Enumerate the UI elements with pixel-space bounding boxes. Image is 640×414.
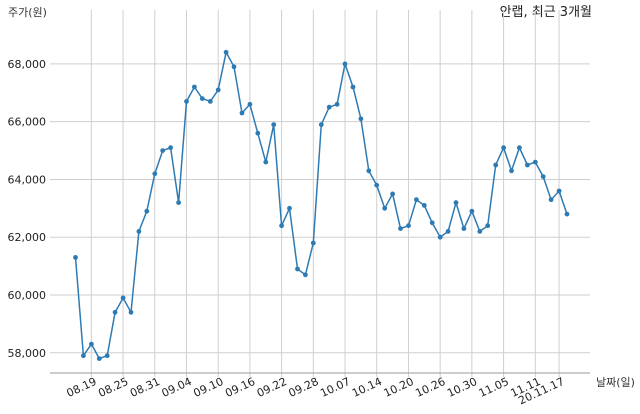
data-point bbox=[96, 356, 102, 361]
data-point bbox=[81, 353, 86, 359]
data-point bbox=[128, 309, 134, 315]
data-point bbox=[239, 110, 245, 116]
y-tick-label: 68,000 bbox=[8, 58, 47, 71]
data-point bbox=[485, 223, 491, 229]
data-point bbox=[104, 353, 110, 359]
x-tick-label: 11.05 bbox=[477, 375, 511, 400]
x-tick-label: 09.22 bbox=[255, 375, 289, 400]
y-tick-label: 58,000 bbox=[8, 347, 47, 360]
data-point bbox=[247, 101, 253, 107]
data-point bbox=[358, 116, 364, 122]
data-point bbox=[199, 96, 205, 101]
data-point bbox=[564, 211, 570, 217]
data-point bbox=[231, 64, 237, 70]
data-point bbox=[310, 240, 316, 246]
data-point bbox=[540, 174, 546, 180]
data-point bbox=[342, 61, 348, 67]
data-point bbox=[303, 272, 308, 278]
data-point bbox=[366, 168, 372, 174]
data-point bbox=[215, 87, 221, 93]
data-point bbox=[287, 205, 292, 211]
data-point bbox=[160, 148, 166, 154]
data-point bbox=[334, 101, 340, 107]
data-point bbox=[120, 295, 126, 301]
data-point bbox=[532, 159, 538, 165]
x-tick-label: 09.04 bbox=[160, 375, 194, 400]
data-point bbox=[176, 200, 182, 206]
data-point bbox=[168, 145, 174, 151]
data-point bbox=[207, 99, 213, 104]
x-tick-label: 09.16 bbox=[223, 375, 257, 400]
horizontal-gridlines bbox=[50, 63, 590, 354]
data-point bbox=[295, 266, 300, 272]
data-point bbox=[453, 200, 459, 206]
data-point bbox=[184, 99, 189, 104]
x-tick-label: 10.20 bbox=[382, 375, 416, 400]
data-point bbox=[477, 229, 483, 234]
y-tick-label: 66,000 bbox=[8, 116, 47, 129]
data-point bbox=[152, 171, 158, 177]
y-tick-label: 60,000 bbox=[8, 289, 47, 302]
y-tick-labels: 58,000 60,000 62,000 64,000 66,000 68,000 bbox=[8, 58, 47, 360]
data-point bbox=[461, 226, 467, 232]
x-tick-label: 10.30 bbox=[445, 375, 479, 400]
y-tick-label: 64,000 bbox=[8, 173, 47, 186]
x-tick-label: 20.11.17 bbox=[516, 375, 566, 407]
x-tick-label: 10.26 bbox=[413, 375, 447, 400]
data-point bbox=[445, 229, 451, 234]
data-point bbox=[89, 341, 94, 347]
data-point bbox=[390, 191, 395, 197]
x-tick-label: 09.28 bbox=[287, 375, 321, 400]
data-point bbox=[517, 145, 522, 151]
x-tick-label: 09.10 bbox=[191, 375, 225, 400]
price-series-line bbox=[74, 50, 568, 360]
data-point bbox=[429, 220, 435, 226]
data-point bbox=[493, 162, 499, 168]
x-tick-label: 10.07 bbox=[318, 375, 352, 400]
data-point bbox=[501, 145, 506, 151]
data-point bbox=[374, 182, 380, 188]
x-tick-labels: 08.1908.2508.3109.0409.1009.1609.2209.28… bbox=[65, 375, 567, 407]
data-point bbox=[350, 84, 356, 90]
data-point bbox=[223, 49, 229, 55]
x-tick-label: 08.19 bbox=[65, 375, 99, 400]
data-point bbox=[318, 122, 324, 127]
data-point bbox=[263, 159, 269, 165]
x-tick-label: 10.14 bbox=[350, 375, 384, 400]
price-series-points bbox=[73, 49, 570, 361]
vertical-gridlines bbox=[90, 10, 560, 377]
data-point bbox=[548, 197, 554, 203]
data-point bbox=[382, 205, 388, 211]
data-point bbox=[144, 208, 150, 214]
data-point bbox=[398, 226, 403, 232]
x-tick-label: 08.25 bbox=[96, 375, 130, 400]
data-point bbox=[73, 255, 78, 260]
data-point bbox=[421, 203, 427, 208]
data-point bbox=[326, 104, 332, 110]
data-point bbox=[192, 84, 197, 90]
data-point bbox=[525, 162, 530, 168]
data-point bbox=[406, 223, 411, 229]
data-point bbox=[556, 188, 562, 194]
x-tick-label: 08.31 bbox=[128, 375, 162, 400]
data-point bbox=[279, 223, 284, 229]
x-axis-title: 날짜(일) bbox=[596, 375, 635, 389]
data-point bbox=[271, 122, 277, 127]
data-point bbox=[112, 309, 118, 315]
y-tick-label: 62,000 bbox=[8, 231, 47, 244]
y-axis-title: 주가(원) bbox=[8, 6, 47, 19]
data-point bbox=[437, 234, 443, 240]
data-point bbox=[414, 197, 419, 203]
data-point bbox=[509, 168, 514, 174]
chart-title: 안랩, 최근 3개월 bbox=[500, 5, 592, 20]
data-point bbox=[255, 130, 261, 136]
data-point bbox=[136, 229, 142, 234]
data-point bbox=[469, 208, 475, 214]
